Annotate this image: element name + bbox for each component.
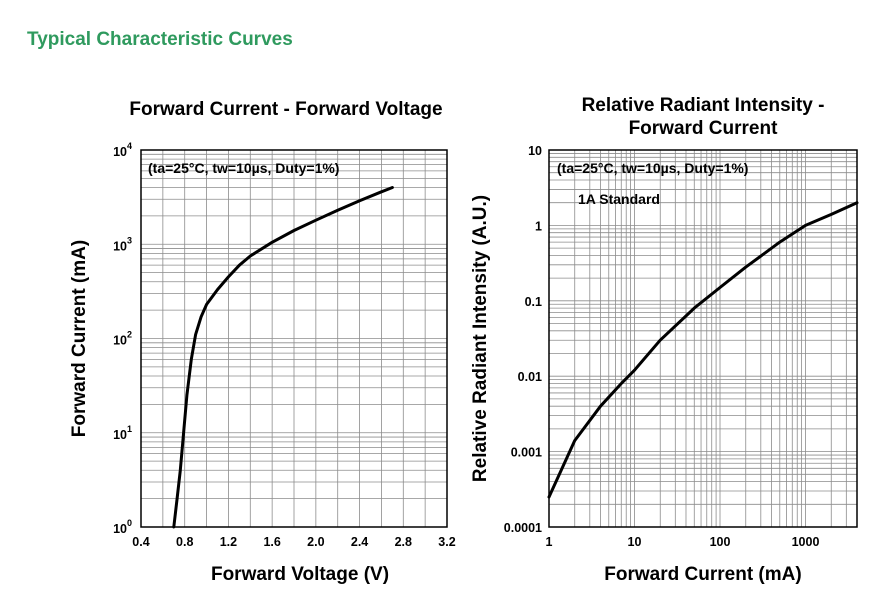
chart-forward-current-voltage: Forward Current - Forward Voltage Forward… [69, 99, 456, 585]
chart2-grid [549, 150, 857, 527]
chart2-title-line2: Forward Current [629, 118, 779, 139]
chart1-x-tick-label: 2.8 [395, 535, 412, 549]
section-heading: Typical Characteristic Curves [27, 29, 293, 50]
chart1-x-axis-label: Forward Voltage (V) [211, 564, 389, 585]
chart2-frame [548, 149, 858, 528]
chart2-x-tick-label: 10 [628, 535, 642, 549]
chart2-standard-annotation: 1A Standard [578, 191, 660, 207]
chart2-series-line [547, 201, 859, 499]
chart2-x-tick-label: 1 [546, 535, 553, 549]
chart1-x-tick-label: 2.4 [351, 535, 368, 549]
chart1-frame [140, 149, 448, 528]
chart1-series-line [172, 186, 394, 529]
chart1-y-axis-label: Forward Current (mA) [69, 240, 90, 437]
chart2-y-tick-label: 0.0001 [504, 521, 542, 535]
chart2-conditions-annotation: (ta=25°C, tw=10µs, Duty=1%) [557, 160, 748, 176]
chart2-y-axis-label: Relative Radiant Intensity (A.U.) [470, 195, 491, 482]
chart2-x-tick-label: 100 [710, 535, 731, 549]
chart2-y-tick-label: 0.1 [525, 295, 542, 309]
chart1-x-tick-label: 1.2 [220, 535, 237, 549]
chart2-title-line1: Relative Radiant Intensity - [582, 95, 825, 116]
chart1-conditions-annotation: (ta=25°C, tw=10µs, Duty=1%) [148, 160, 339, 176]
chart1-y-tick-label: 102 [113, 330, 132, 348]
chart1-x-tick-label: 0.8 [176, 535, 193, 549]
chart1-title: Forward Current - Forward Voltage [129, 99, 442, 120]
chart2-y-tick-label: 10 [528, 144, 542, 158]
chart1-grid [141, 150, 447, 527]
chart2-x-tick-label: 1000 [792, 535, 820, 549]
chart1-y-tick-label: 101 [113, 424, 132, 442]
chart2-y-tick-label: 1 [535, 219, 542, 233]
chart1-y-tick-label: 104 [113, 141, 132, 159]
chart2-y-tick-label: 0.001 [511, 446, 542, 460]
chart1-x-tick-label: 1.6 [263, 535, 280, 549]
chart1-x-tick-label: 0.4 [132, 535, 149, 549]
chart2-y-tick-label: 0.01 [518, 370, 542, 384]
chart2-x-axis-label: Forward Current (mA) [604, 564, 801, 585]
chart1-y-tick-label: 103 [113, 235, 132, 253]
chart1-x-tick-label: 3.2 [438, 535, 455, 549]
chart1-y-tick-label: 100 [113, 518, 132, 536]
chart1-x-tick-label: 2.0 [307, 535, 324, 549]
chart-radiant-intensity-current: Relative Radiant Intensity -Forward Curr… [470, 95, 859, 585]
